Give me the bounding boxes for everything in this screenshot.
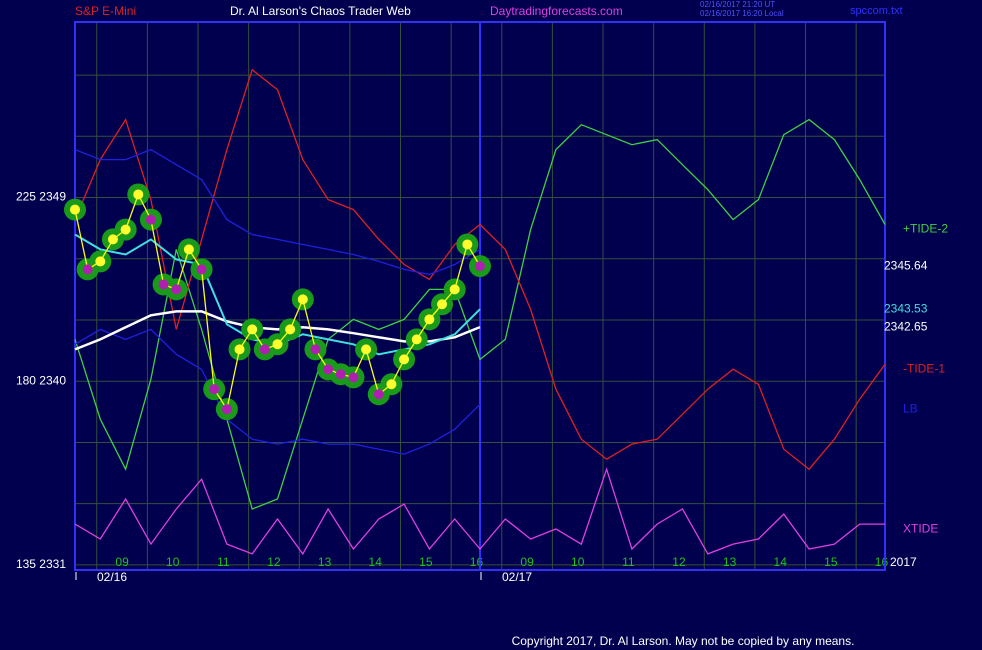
symbol: S&P E-Mini: [75, 4, 136, 18]
price-dot: [145, 214, 156, 225]
price-dot: [449, 284, 460, 295]
price-dot: [209, 384, 220, 395]
y-tick-label: 225 2349: [16, 190, 66, 204]
series-line: [74, 68, 886, 471]
price-dot: [310, 344, 321, 355]
price-dot: [386, 379, 397, 390]
price-dot: [234, 344, 245, 355]
timestamp: 02/16/2017 16:20 Local: [700, 9, 784, 18]
series-line: [74, 467, 885, 556]
price-dot: [95, 256, 106, 267]
price-dot: [221, 404, 232, 415]
price-dot: [133, 189, 144, 200]
x-tick-label: 14: [774, 555, 788, 569]
x-tick-label: 10: [571, 555, 585, 569]
price-dot: [183, 244, 194, 255]
x-tick-label: 14: [369, 555, 383, 569]
plot-frame: [74, 21, 886, 571]
x-tick-label: 12: [267, 555, 281, 569]
x-tick-label: 11: [622, 555, 635, 569]
price-dot: [462, 239, 473, 250]
series-label: LB: [903, 401, 918, 415]
price-dot: [399, 354, 410, 365]
price-dot: [171, 284, 182, 295]
x-tick-label: 10: [166, 555, 180, 569]
x-tick-label: 16: [875, 555, 889, 569]
price-dot: [158, 279, 169, 290]
x-tick-label: 15: [824, 555, 838, 569]
series-line: [74, 148, 481, 276]
x-tick-label: 13: [318, 555, 332, 569]
year-label: 2017: [890, 555, 917, 569]
price-dot: [82, 264, 93, 275]
y-tick-label: 135 2331: [16, 557, 66, 571]
price-dot: [361, 344, 372, 355]
y-tick-label: 180 2340: [16, 373, 66, 387]
price-dot: [107, 234, 118, 245]
series-line: [74, 328, 481, 455]
price-dot: [475, 261, 485, 272]
x-tick-label: 11: [217, 555, 230, 569]
price-dot: [323, 364, 334, 375]
price-dot: [335, 369, 346, 380]
price-dot: [247, 324, 258, 335]
plot-area: 09 10 11 12 13 14 15 16 09 10 11 12 13 14 15 16 135 2331…: [16, 21, 948, 584]
price-dot: [297, 294, 308, 305]
x-tick-label: 09: [520, 555, 534, 569]
price-dot: [285, 324, 296, 335]
website: Daytradingforecasts.com: [490, 4, 623, 18]
day-label: 02/17: [502, 570, 532, 584]
timestamp: 02/16/2017 21:20 UT: [700, 0, 775, 9]
price-dot: [373, 389, 384, 400]
x-tick-label: 15: [419, 555, 433, 569]
price-dot: [424, 314, 435, 325]
price-dot: [411, 334, 422, 345]
last-value-label: 2343.53: [884, 301, 928, 315]
series-line: [74, 118, 886, 510]
price-dot: [437, 299, 448, 310]
last-value-label: 2345.64: [884, 258, 928, 272]
series-label: -TIDE-1: [903, 361, 945, 375]
series-label: XTIDE: [903, 521, 938, 535]
price-dot: [120, 224, 131, 235]
copyright: Copyright 2017, Dr. Al Larson. May not b…: [512, 634, 855, 648]
x-tick-label: 16: [470, 555, 484, 569]
price-dot: [272, 339, 283, 350]
price-dot: [259, 344, 270, 355]
series-label: +TIDE-2: [903, 222, 948, 236]
x-tick-label: 13: [723, 555, 737, 569]
chart-title: Dr. Al Larson's Chaos Trader Web: [230, 4, 411, 18]
day-label: 02/16: [97, 570, 127, 584]
file-name: spccom.txt: [850, 5, 903, 17]
price-dot: [196, 264, 207, 275]
price-dot: [348, 372, 359, 383]
x-tick-label: 12: [672, 555, 686, 569]
last-value-label: 2342.65: [884, 319, 928, 333]
price-dot: [70, 204, 80, 215]
x-tick-label: 09: [115, 555, 129, 569]
